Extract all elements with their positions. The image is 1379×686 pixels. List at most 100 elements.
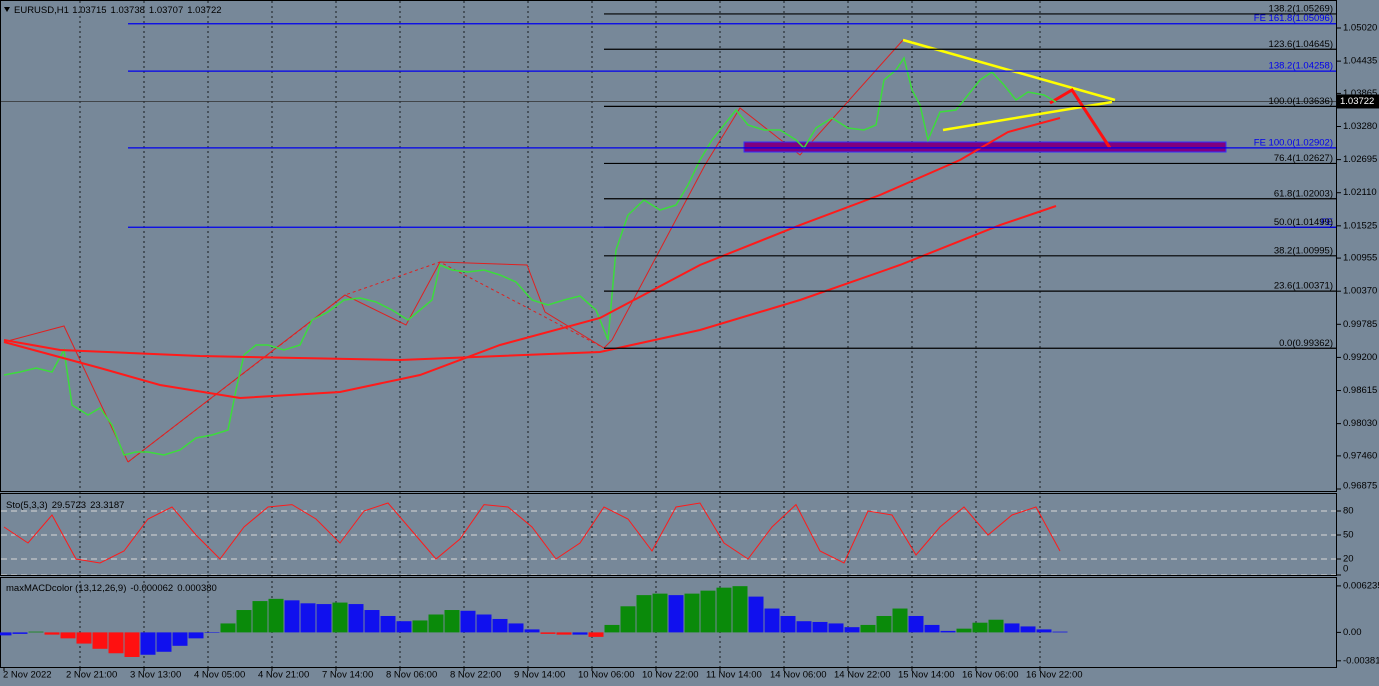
histogram-bar [524, 629, 540, 633]
histogram-bar [636, 595, 652, 633]
histogram-bar [748, 596, 764, 633]
histogram-bar [60, 632, 76, 639]
histogram-bar [892, 608, 908, 633]
main-pane-border [0, 0, 1337, 492]
histogram-bar [268, 598, 284, 633]
y-tick-label: -0.003812 [1343, 655, 1379, 666]
histogram-bar [556, 632, 572, 635]
histogram-bar [76, 632, 92, 644]
x-tick-label: 16 Nov 22:00 [1026, 670, 1083, 681]
histogram-bar [780, 615, 796, 633]
projection-arrow [1049, 87, 1112, 149]
y-tick-label: 1.03280 [1343, 121, 1377, 132]
histogram-bar [252, 601, 268, 633]
histogram-bar [1004, 623, 1020, 633]
histogram-bar [156, 632, 172, 652]
histogram-bar [588, 632, 604, 637]
histogram-bar [1052, 631, 1068, 633]
x-tick-label: 4 Nov 21:00 [258, 670, 309, 681]
histogram-bar [380, 615, 396, 633]
y-tick-label: 0.97460 [1343, 450, 1377, 461]
histogram-bar [188, 632, 204, 639]
histogram-bar [92, 632, 108, 649]
header-part: 0.000380 [177, 583, 217, 594]
histogram-bar [716, 587, 732, 633]
header-part: -0.000062 [130, 583, 173, 594]
histogram-bar [924, 624, 940, 633]
x-tick-label: 9 Nov 14:00 [514, 670, 565, 681]
histogram-bar [828, 623, 844, 633]
y-tick-label: 0.00 [1343, 627, 1362, 638]
histogram-bar [396, 621, 412, 633]
price-box-label: 1.03722 [1340, 96, 1374, 107]
fibonacci-label: 23.6(1.00371) [1274, 281, 1333, 292]
series-line [3, 56, 1057, 456]
pane-header: maxMACDcolor (13,12,26,9) -0.000062 0.0003… [6, 583, 217, 594]
y-tick-label: 0.98030 [1343, 418, 1377, 429]
y-tick-label: 0.006235 [1343, 580, 1379, 591]
histogram-bar [620, 606, 636, 633]
menu-arrow [4, 7, 10, 12]
x-tick-label: 8 Nov 22:00 [450, 670, 501, 681]
y-tick-label: 0.98615 [1343, 385, 1377, 396]
histogram-bar [284, 600, 300, 633]
series-line [3, 502, 1061, 564]
triangle-line [902, 38, 1116, 102]
y-tick-label: 1.00370 [1343, 286, 1377, 297]
header-part: 1.03707 [149, 5, 183, 16]
histogram-bar [652, 593, 668, 633]
histogram-bar [332, 602, 348, 633]
histogram-bar [44, 632, 60, 635]
histogram-bar [764, 608, 780, 633]
pane-header: EURUSD,H1 1.03715 1.03738 1.03707 1.03722 [14, 5, 222, 16]
header-part: Sto(5,3,3) [6, 500, 48, 511]
histogram-bar [460, 610, 476, 633]
histogram-bar [364, 610, 380, 633]
x-tick-label: 10 Nov 06:00 [578, 670, 635, 681]
pane-header: Sto(5,3,3) 29.5723 23.3187 [6, 500, 124, 511]
y-tick-label: 50 [1343, 530, 1354, 541]
y-tick-label: 80 [1343, 506, 1354, 517]
y-tick-label: 0.99200 [1343, 352, 1377, 363]
histogram-bar [908, 615, 924, 633]
zigzag-dashed [127, 261, 605, 463]
histogram-bar [508, 623, 524, 633]
histogram-bar [476, 614, 492, 633]
header-part: 29.5723 [52, 500, 86, 511]
y-tick-label: 1.04435 [1343, 56, 1377, 67]
y-tick-label: 0.99785 [1343, 319, 1377, 330]
header-part: EURUSD,H1 [14, 5, 69, 16]
histogram-bar [844, 627, 860, 633]
x-tick-label: 14 Nov 06:00 [770, 670, 827, 681]
y-tick-label: 1.00955 [1343, 253, 1377, 264]
zigzag [704, 39, 904, 166]
y-tick-label: 1.02110 [1343, 187, 1377, 198]
header-part: 1.03715 [72, 5, 106, 16]
histogram-bar [204, 632, 220, 633]
histogram-bar [428, 614, 444, 633]
fibonacci-label: 138.2(1.05269) [1269, 3, 1333, 14]
x-tick-label: 2 Nov 2022 [3, 670, 52, 681]
series-line [3, 117, 1061, 400]
expansion-label: FE 161.8(1.05096) [1254, 13, 1333, 24]
y-tick-label: 1.01525 [1343, 220, 1377, 231]
x-tick-label: 16 Nov 06:00 [962, 670, 1019, 681]
y-tick-label: 1.05020 [1343, 23, 1377, 34]
histogram-bar [860, 624, 876, 633]
x-tick-label: 7 Nov 14:00 [322, 670, 373, 681]
drawings [3, 7, 1227, 463]
price-box [1337, 94, 1379, 109]
zone [743, 141, 1227, 153]
header-part: maxMACDcolor (13,12,26,9) [6, 583, 126, 594]
stochastic-pane-border [0, 493, 1337, 576]
histogram-bar [140, 632, 156, 655]
x-tick-label: 3 Nov 13:00 [130, 670, 181, 681]
histogram-bar [220, 623, 236, 633]
fibonacci-label: 61.8(1.02003) [1274, 188, 1333, 199]
histogram-bar [492, 618, 508, 633]
header-part: 1.03722 [187, 5, 221, 16]
histogram-bar [300, 603, 316, 633]
expansion-label: FE 100.0(1.02902) [1254, 137, 1333, 148]
